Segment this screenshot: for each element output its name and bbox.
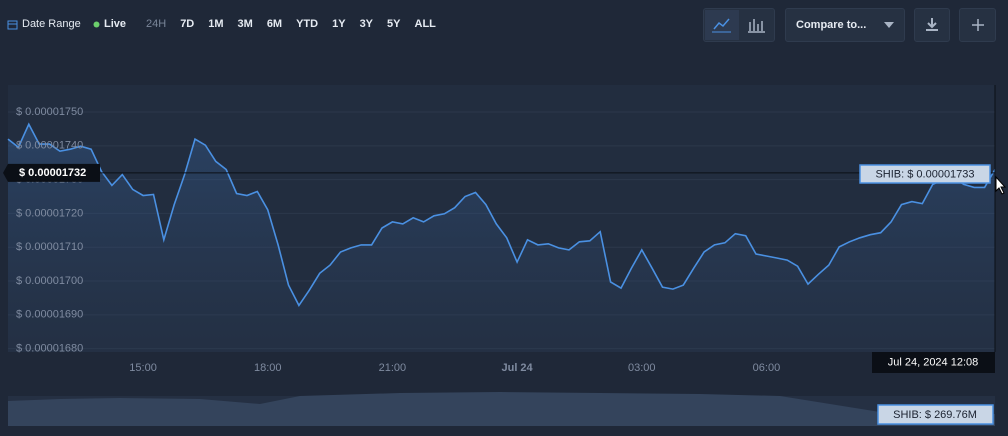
range-button[interactable]: ALL [414,18,436,30]
y-tick-label: $ 0.00001680 [16,343,83,355]
range-button[interactable]: YTD [296,18,319,30]
price-area [8,124,995,352]
x-tick-label: 06:00 [753,362,781,374]
caret [884,22,894,28]
tooltip: SHIB: $ 0.00001733 [875,168,974,180]
tooltip-bg [859,164,991,184]
toolbar: Date Range Live 24H 7D 1M 3M 6M YTD 1Y 3Y 5Y ALL … [0,0,1008,50]
date-range[interactable]: Date Range [22,18,81,30]
crosshair-label: $ 0.00001732 [19,167,86,179]
y-tick-label: $ 0.00001690 [16,309,83,321]
download-button[interactable] [914,8,950,42]
y-tick-label: $ 0.00001750 [16,106,83,118]
range-button[interactable]: 6M [266,18,283,30]
x-tick-label: 15:00 [129,362,157,374]
cursor [995,175,1007,195]
time-label: Jul 24, 2024 12:08 [888,356,979,368]
range-button[interactable]: 1Y [332,18,346,30]
navigator-label: SHIB: $ 269.76M [893,409,977,421]
y-tick-label: $ 0.00001740 [16,140,83,152]
download-icon [926,18,938,31]
x-tick-label: 21:00 [379,362,407,374]
navigator-label-bg [877,404,994,425]
compare-label: Compare to... [796,19,867,31]
x-tick-label: 18:00 [254,362,282,374]
range-buttons: 24H 7D 1M 3M 6M YTD 1Y 3Y 5Y ALL [139,18,443,30]
crosshair-label-bg [3,163,100,182]
time-label-bg [872,352,995,373]
calendar-icon [7,20,18,30]
range-button[interactable]: 1M [208,18,224,30]
range-button[interactable]: 3Y [359,18,374,30]
range-button[interactable]: 7D [180,18,195,30]
range-button[interactable]: 5Y [387,18,401,30]
x-tick-label: Jul 24 [501,362,533,374]
fullscreen-button[interactable] [959,8,996,42]
live-dot [93,21,100,28]
range-button[interactable]: 24H [146,18,167,30]
navigator-area [8,392,995,426]
compare-dropdown[interactable]: Compare to... [785,8,905,42]
range-button[interactable]: 3M [237,18,253,30]
chart-type-group [703,8,775,42]
chart-type-icons [705,10,765,40]
live[interactable]: Live [104,18,127,30]
y-tick-label: $ 0.00001700 [16,275,83,287]
x-tick-label: 03:00 [628,362,656,374]
y-tick-label: $ 0.00001720 [16,207,83,219]
y-tick-label: $ 0.00001710 [16,241,83,253]
price-line [7,122,996,307]
move-icon [972,19,984,31]
